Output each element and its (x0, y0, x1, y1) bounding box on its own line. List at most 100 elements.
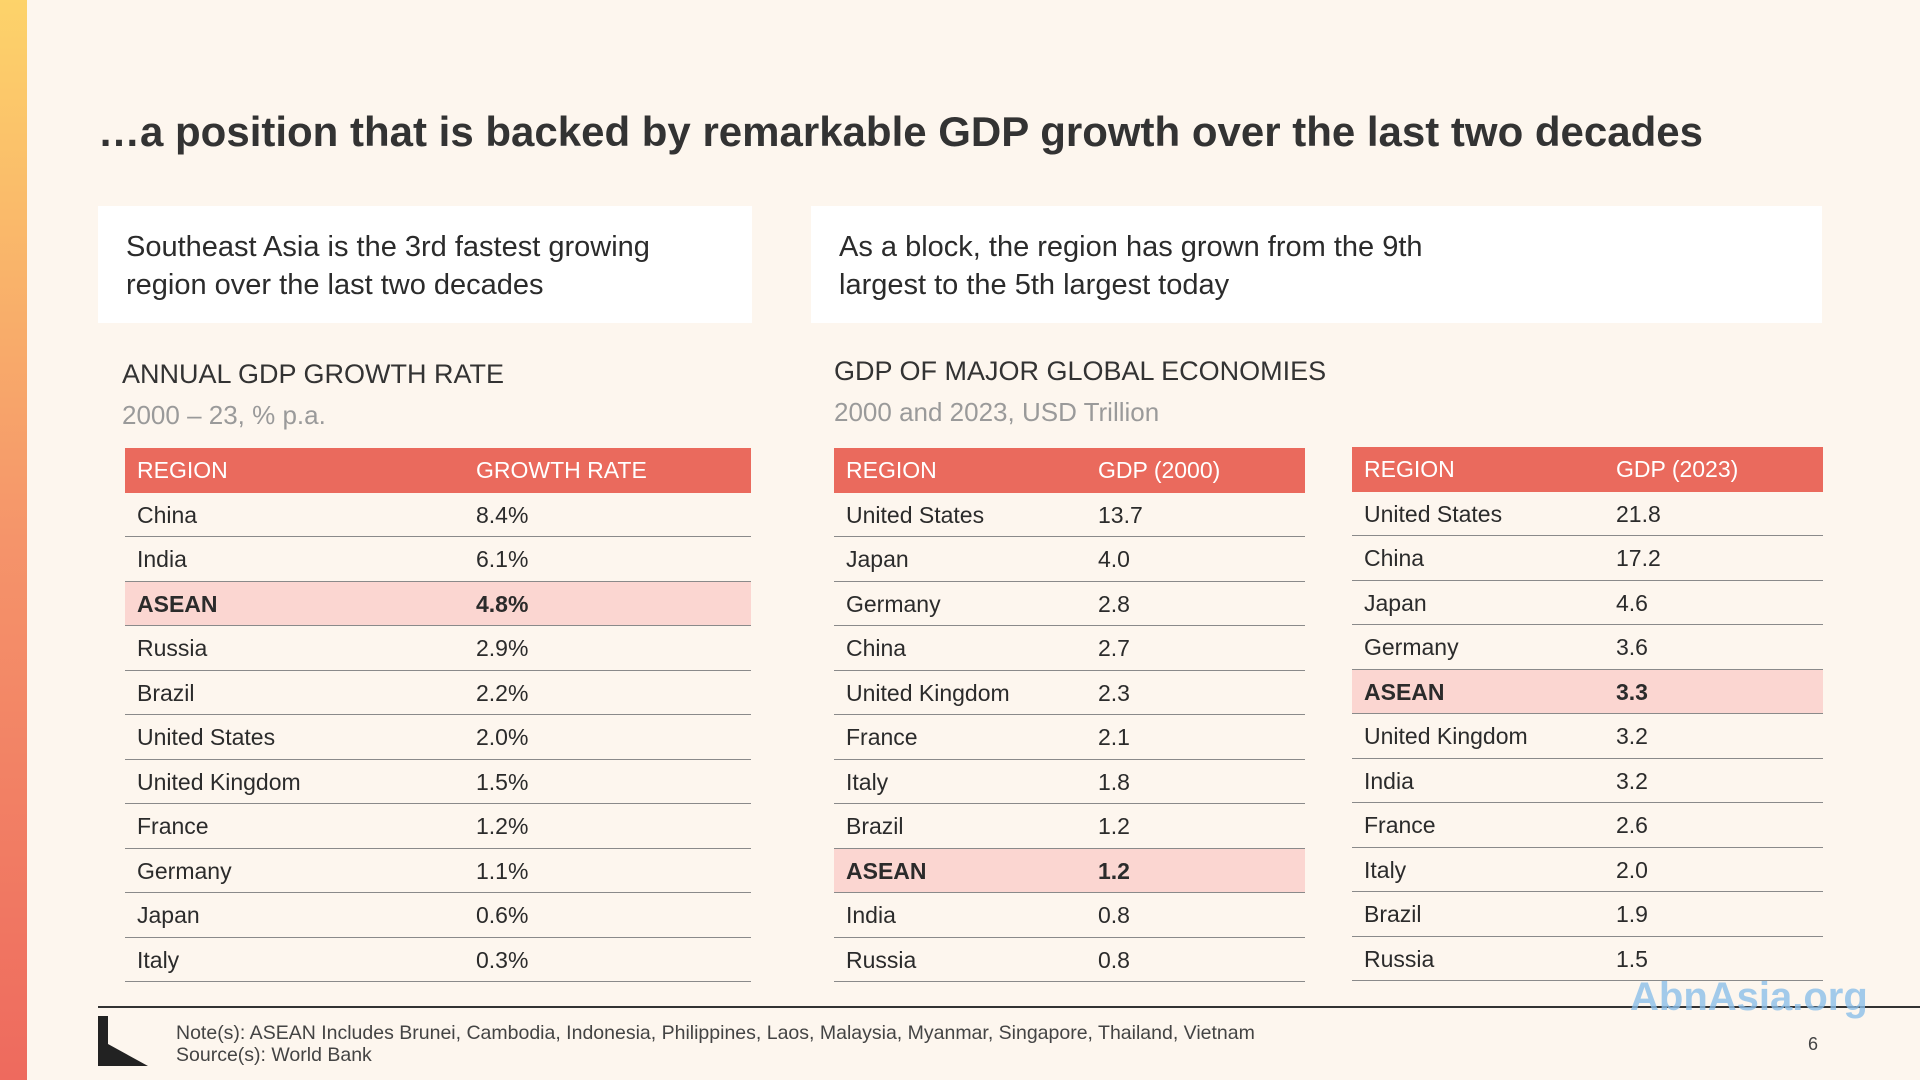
table-cell: China (846, 635, 907, 661)
table-header: REGION GROWTH RATE (125, 448, 751, 493)
table-cell: Japan (137, 902, 200, 928)
table-cell: India (1364, 767, 1414, 794)
table-cell: 3.3 (1616, 678, 1648, 705)
table-cell: 2.6 (1616, 812, 1648, 838)
header-cell: GROWTH RATE (476, 457, 647, 483)
table-header: REGION GDP (2000) (834, 448, 1305, 493)
table-row: Japan 4.6 (1352, 581, 1823, 625)
table-cell: China (137, 501, 198, 528)
table-cell: 17.2 (1616, 545, 1661, 571)
section-heading: ANNUAL GDP GROWTH RATE (122, 359, 505, 389)
table-cell: France (846, 724, 918, 750)
header-cell: GDP (2000) (1098, 457, 1221, 483)
table-row: France 2.1 (834, 715, 1305, 760)
callout-text: Southeast Asia is the 3rd fastest growin… (126, 231, 650, 301)
table-cell: United States (1364, 500, 1503, 527)
table-row: United States 2.0% (125, 715, 751, 760)
section-heading: GDP OF MAJOR GLOBAL ECONOMIES (834, 356, 1327, 386)
header-cell: REGION (1364, 456, 1455, 482)
table: REGION GROWTH RATE China 8.4% India 6.1% ASEAN… (125, 448, 751, 982)
table-cell: 2.7 (1098, 635, 1130, 661)
table-cell: Japan (1364, 589, 1427, 616)
table-cell: 0.3% (476, 946, 529, 973)
table: REGION GDP (2000) United States 13.7 Japan 4.… (834, 448, 1305, 982)
table-cell: India (137, 546, 187, 572)
table-cell: 2.0% (476, 724, 529, 750)
header-cell: REGION (846, 457, 937, 483)
table-row: United States 21.8 (1352, 492, 1823, 536)
table-cell: ASEAN (846, 857, 927, 884)
table-cell: United States (137, 724, 276, 750)
table-cell: 4.0 (1098, 546, 1130, 572)
header-cell: GDP (2023) (1616, 456, 1739, 482)
table-cell: 3.6 (1616, 634, 1648, 660)
table: REGION GDP (2023) United States 21.8 China 17… (1352, 447, 1823, 981)
table-cell: India (846, 902, 896, 928)
table-cell: 13.7 (1098, 501, 1143, 528)
callout: As a block, the region has grown from th… (811, 206, 1822, 323)
table-cell: ASEAN (137, 590, 218, 617)
table-cell: 1.1% (476, 857, 529, 884)
table-cell: Brazil (846, 813, 904, 839)
section-subheading: 2000 and 2023, USD Trillion (834, 397, 1160, 427)
table-row: Brazil 2.2% (125, 671, 751, 715)
table-cell: Italy (137, 946, 180, 973)
highlight-row: ASEAN 3.3 (1352, 669, 1823, 714)
table-cell: Italy (846, 768, 889, 795)
logo (98, 1016, 148, 1066)
table-cell: United States (846, 501, 985, 528)
table-cell: United Kingdom (1364, 723, 1528, 749)
table-row: Germany 3.6 (1352, 625, 1823, 670)
table-cell: 1.2 (1098, 813, 1130, 839)
table-row: Germany 1.1% (125, 849, 751, 893)
table-row: Brazil 1.9 (1352, 892, 1823, 937)
watermark: AbnAsia.org (1630, 975, 1868, 1019)
table-row: United Kingdom 1.5% (125, 760, 751, 804)
table-cell: Russia (1364, 945, 1435, 972)
table-row: India 6.1% (125, 537, 751, 582)
table-cell: Russia (137, 635, 208, 661)
table-cell: Germany (137, 857, 232, 884)
table-cell: United Kingdom (846, 679, 1010, 706)
table-cell: 2.8 (1098, 590, 1130, 617)
table-cell: 1.8 (1098, 768, 1130, 795)
table-row: Russia 0.8 (834, 938, 1305, 982)
table-cell: France (137, 813, 209, 839)
header-cell: REGION (137, 457, 228, 483)
table-cell: 1.5 (1616, 945, 1648, 972)
footer-note: Note(s): ASEAN Includes Brunei, Cambodia… (176, 1022, 1255, 1044)
section-subheading: 2000 – 23, % p.a. (122, 400, 326, 430)
table-row: Italy 1.8 (834, 760, 1305, 804)
table-cell: Germany (846, 590, 941, 617)
footer-source: Source(s): World Bank (176, 1044, 372, 1066)
table-cell: 8.4% (476, 501, 529, 528)
table-cell: 6.1% (476, 546, 529, 572)
highlight-row: ASEAN 4.8% (125, 581, 751, 626)
table-cell: Brazil (137, 679, 195, 706)
table-row: United States 13.7 (834, 493, 1305, 537)
callout: Southeast Asia is the 3rd fastest growin… (98, 206, 752, 323)
table-row: France 2.6 (1352, 803, 1823, 848)
table-cell: 2.3 (1098, 679, 1130, 706)
table-cell: 2.9% (476, 635, 529, 661)
table-cell: 21.8 (1616, 500, 1661, 527)
table-cell: Germany (1364, 634, 1459, 660)
table-header: REGION GDP (2023) (1352, 447, 1823, 492)
table-cell: Brazil (1364, 901, 1422, 927)
accent-bar (0, 0, 27, 1080)
page-number: 6 (1808, 1034, 1819, 1054)
table-row: Japan 4.0 (834, 537, 1305, 582)
table-row: China 2.7 (834, 626, 1305, 671)
table-cell: 1.2% (476, 813, 529, 839)
table-row: China 8.4% (125, 493, 751, 537)
table-cell: 0.8 (1098, 902, 1130, 928)
table-cell: 2.1 (1098, 724, 1130, 750)
table-row: Italy 0.3% (125, 938, 751, 982)
table-cell: France (1364, 812, 1436, 838)
table-cell: 2.0 (1616, 856, 1648, 883)
table-row: China 17.2 (1352, 536, 1823, 581)
table-cell: 0.8 (1098, 946, 1130, 973)
table-cell: 4.6 (1616, 589, 1648, 616)
table-row: Italy 2.0 (1352, 848, 1823, 892)
